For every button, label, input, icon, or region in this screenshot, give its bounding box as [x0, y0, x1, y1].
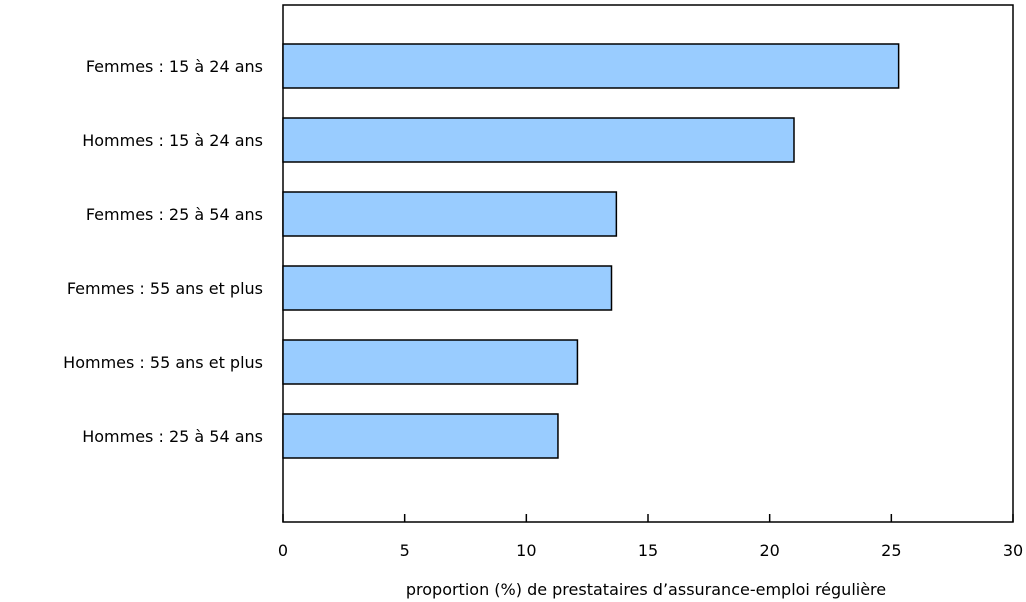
category-label: Femmes : 25 à 54 ans	[86, 205, 263, 224]
x-tick-label: 10	[516, 541, 536, 560]
x-axis-ticks: 0 5 10 15 20 25 30	[278, 514, 1023, 560]
category-label: Hommes : 15 à 24 ans	[82, 131, 263, 150]
category-label: Femmes : 15 à 24 ans	[86, 57, 263, 76]
bar	[282, 265, 613, 311]
x-tick-label: 20	[759, 541, 779, 560]
category-label: Hommes : 25 à 54 ans	[82, 427, 263, 446]
x-tick-label: 0	[278, 541, 288, 560]
x-axis-title: proportion (%) de prestataires d’assuran…	[406, 580, 886, 599]
x-tick-label: 25	[881, 541, 901, 560]
bars-group	[282, 43, 900, 459]
category-labels: Femmes : 15 à 24 ans Hommes : 15 à 24 ans…	[63, 57, 263, 446]
bar	[282, 339, 579, 385]
bar	[282, 413, 559, 459]
x-tick-label: 5	[400, 541, 410, 560]
category-label: Hommes : 55 ans et plus	[63, 353, 263, 372]
bar	[282, 43, 900, 89]
bar	[282, 191, 618, 237]
x-tick-label: 15	[638, 541, 658, 560]
bar	[282, 117, 795, 163]
category-label: Femmes : 55 ans et plus	[67, 279, 263, 298]
x-tick-label: 30	[1003, 541, 1023, 560]
